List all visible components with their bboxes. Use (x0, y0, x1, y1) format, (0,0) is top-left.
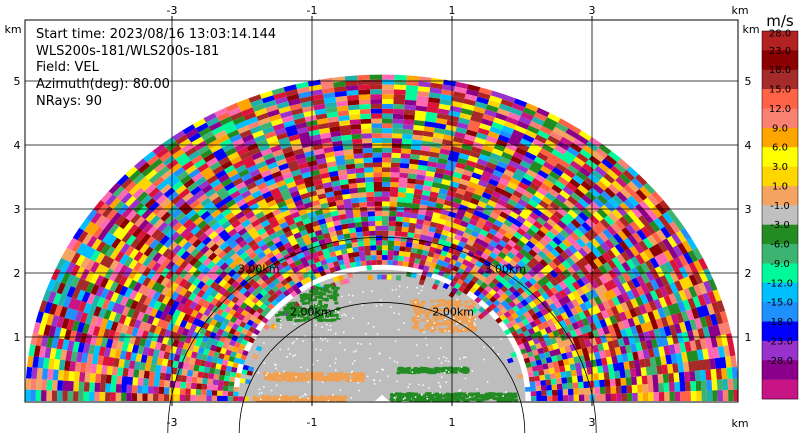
x-tick-top-2: 1 (449, 4, 456, 17)
colorbar-swatch-10 (762, 224, 798, 245)
x-tick-bottom-3: 3 (589, 416, 596, 429)
range-ring-1 (167, 236, 597, 434)
colorbar-swatch-12 (762, 263, 798, 284)
colorbar-level-16: -23.0 (767, 336, 793, 347)
colorbar-swatch-14 (762, 302, 798, 322)
velocity-cells-20 (42, 75, 729, 402)
y-tick-right-0: 1 (745, 331, 752, 344)
info-azimuth: Azimuth(deg): 80.00 (36, 77, 170, 92)
colorbar-frame (761, 30, 799, 400)
grid-lines (25, 20, 738, 402)
colorbar-swatch-16 (762, 340, 798, 361)
y-tick-left-1: 2 (14, 267, 21, 280)
x-tick-top-3: 3 (589, 4, 596, 17)
feature-green-left (275, 284, 341, 323)
colorbar-level-9: -1.0 (770, 201, 790, 212)
velocity-data-layer (25, 74, 738, 402)
colorbar-level-8: 1.0 (772, 181, 788, 192)
range-rings: 2.00km 2.00km 3.00km 3.00km (167, 236, 597, 434)
range-ring-label-0-1: 2.00km (432, 305, 474, 318)
x-tick-bottom-1: -1 (307, 416, 318, 429)
colorbar-swatch-4 (762, 108, 798, 129)
y-tick-left-3: 4 (14, 139, 21, 152)
feature-orange-right (410, 298, 477, 334)
colorbar-level-13: -12.0 (767, 278, 793, 289)
y-tick-right-2: 3 (745, 203, 752, 216)
colorbar-swatch-5 (762, 127, 798, 148)
colorbar-swatch-17 (762, 360, 798, 380)
colorbar-level-14: -15.0 (767, 298, 793, 309)
colorbar-level-7: 3.0 (772, 162, 788, 173)
colorbar-level-4: 12.0 (769, 104, 791, 115)
y-tick-right-3: 4 (745, 139, 752, 152)
axes: -3 -3 -1 -1 1 1 3 3 1 1 2 2 3 3 4 4 5 5 (14, 4, 752, 429)
y-unit-right: km (742, 23, 759, 36)
range-ring-label-0-0: 2.00km (290, 305, 332, 318)
colorbar-level-5: 9.0 (772, 123, 788, 134)
colorbar-level-11: -6.0 (770, 240, 790, 251)
velocity-cells-10 (67, 79, 738, 401)
colorbar-swatch-15 (762, 321, 798, 342)
colorbar-swatch-6 (762, 147, 798, 167)
info-nrays: NRays: 90 (36, 94, 102, 109)
colorbar-swatch-0 (762, 31, 798, 51)
x-unit-bottom: km (731, 417, 748, 430)
origin-notch (375, 394, 389, 401)
colorbar-unit: m/s (766, 12, 794, 30)
velocity-cells-7 (48, 77, 732, 402)
velocity-cells-3 (35, 74, 729, 402)
x-tick-top-0: -3 (167, 4, 178, 17)
colorbar-swatch-18 (762, 379, 798, 400)
range-ring-0 (238, 302, 526, 434)
range-ring-label-1-0: 3.00km (238, 263, 280, 276)
colorbar-level-6: 6.0 (772, 143, 788, 154)
info-instrument: WLS200s-181/WLS200s-181 (36, 44, 219, 59)
info-start-time: Start time: 2023/08/16 13:03:14.144 (36, 27, 276, 42)
info-field: Field: VEL (36, 60, 100, 75)
velocity-cells-14 (25, 79, 727, 401)
colorbar-swatch-11 (762, 244, 798, 264)
colorbar-level-12: -9.0 (770, 259, 790, 270)
feature-missing-data (257, 285, 507, 402)
feature-green-base (389, 392, 519, 402)
colorbar-swatch-13 (762, 282, 798, 303)
colorbar-swatch-7 (762, 166, 798, 187)
x-tick-bottom-2: 1 (449, 416, 456, 429)
colorbar-level-17: -28.0 (767, 356, 793, 367)
range-ring-label-1-1: 3.00km (485, 263, 527, 276)
y-tick-right-1: 2 (745, 267, 752, 280)
feature-orange-base (263, 371, 365, 382)
colorbar: 28.0 23.0 18.0 15.0 12.0 9.0 6.0 3.0 1.0 -1.0 -3.0… (761, 29, 799, 400)
colorbar-swatch-1 (762, 50, 798, 71)
colorbar-level-15: -18.0 (767, 317, 793, 328)
y-tick-left-0: 1 (14, 331, 21, 344)
colorbar-level-1: 23.0 (769, 46, 791, 57)
velocity-cells-8 (25, 76, 731, 402)
colorbar-swatch-8 (762, 185, 798, 206)
info-block: Start time: 2023/08/16 13:03:14.144 WLS2… (36, 27, 276, 109)
colorbar-level-3: 15.0 (769, 85, 791, 96)
y-unit-left: km (4, 23, 21, 36)
x-unit-top: km (731, 4, 748, 17)
y-tick-left-4: 5 (14, 75, 21, 88)
y-tick-right-4: 5 (745, 75, 752, 88)
colorbar-level-0: 28.0 (769, 29, 791, 40)
colorbar-swatch-2 (762, 69, 798, 90)
colorbar-swatch-9 (762, 205, 798, 225)
colorbar-swatch-3 (762, 89, 798, 109)
y-tick-left-2: 3 (14, 203, 21, 216)
x-tick-top-1: -1 (307, 4, 318, 17)
velocity-cells-9 (46, 74, 734, 401)
colorbar-level-10: -3.0 (770, 220, 790, 231)
colorbar-level-2: 18.0 (769, 65, 791, 76)
plot-frame (24, 19, 739, 403)
feature-green-base-2 (396, 366, 470, 375)
x-tick-bottom-0: -3 (167, 416, 178, 429)
